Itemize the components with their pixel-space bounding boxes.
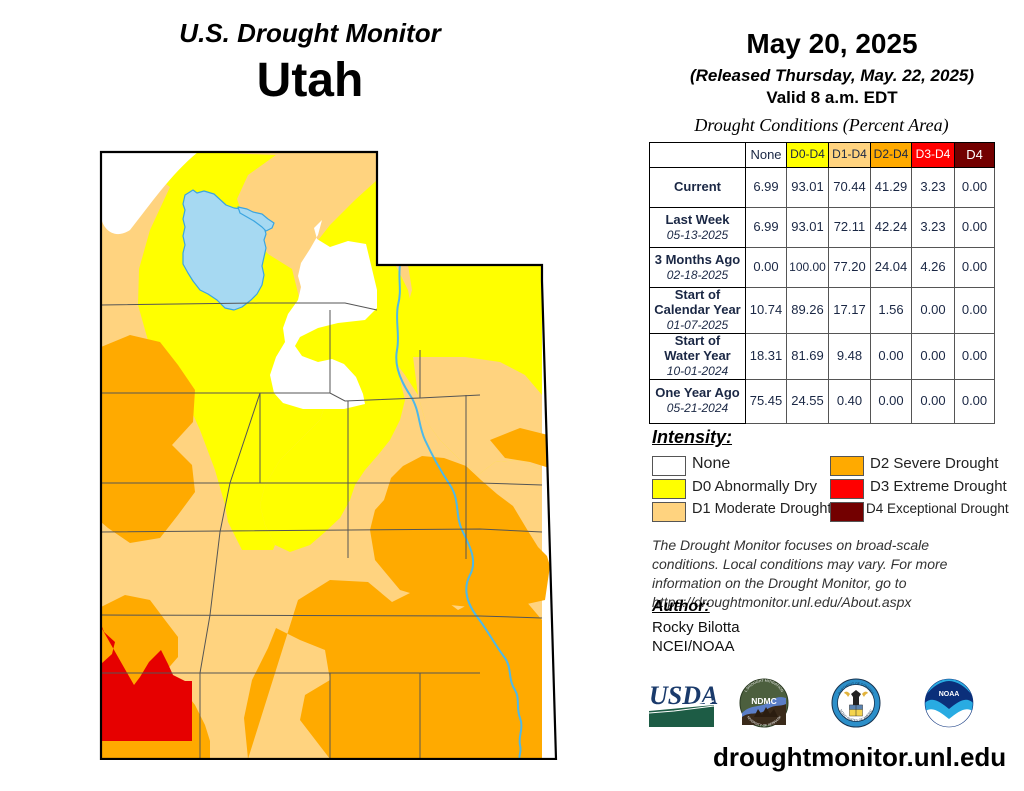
svg-text:NOAA: NOAA	[939, 691, 960, 698]
svg-text:NDMC: NDMC	[751, 696, 777, 706]
